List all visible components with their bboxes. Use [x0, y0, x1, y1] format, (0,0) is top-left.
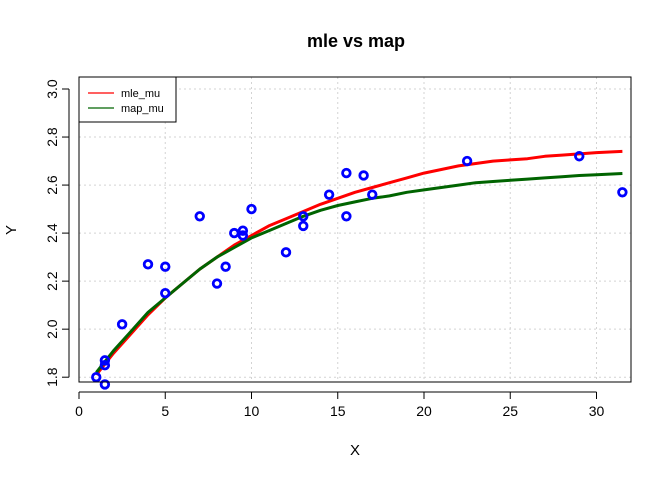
data-point: [237, 230, 249, 241]
legend-label: mle_mu: [121, 88, 160, 100]
data-point: [341, 167, 352, 179]
legend-label: map_mu: [121, 103, 164, 115]
data-point: [367, 189, 378, 200]
data-point: [142, 259, 154, 270]
x-tick-label: 15: [330, 403, 346, 419]
x-tick-label: 0: [75, 403, 83, 419]
data-point: [246, 203, 257, 215]
legend: mle_mu map_mu: [78, 76, 177, 123]
y-axis-label: Y: [3, 225, 20, 235]
data-point: [99, 355, 111, 366]
data-point: [99, 379, 111, 390]
y-tick-label: 3.0: [44, 79, 60, 99]
x-axis: 0 5 10 15 20 25 30: [75, 391, 605, 419]
data-point: [298, 211, 309, 222]
x-tick-label: 5: [161, 403, 169, 419]
y-tick-label: 1.8: [44, 367, 60, 387]
series-line-map-mu: [95, 172, 623, 374]
data-point: [323, 189, 335, 200]
data-point: [160, 287, 171, 299]
data-point: [116, 319, 128, 330]
data-point: [298, 220, 309, 232]
y-tick-label: 2.0: [44, 319, 60, 339]
data-point: [194, 211, 205, 222]
data-point: [341, 211, 352, 222]
data-point: [99, 359, 111, 371]
grid: [78, 77, 631, 382]
x-axis-label: X: [350, 442, 360, 459]
data-point: [160, 261, 171, 272]
x-tick-label: 25: [502, 403, 518, 419]
data-point: [211, 278, 223, 289]
y-tick-label: 2.2: [44, 271, 60, 291]
data-points: [91, 151, 628, 390]
data-point: [358, 170, 369, 181]
legend-box: [78, 76, 177, 123]
series-lines: [95, 149, 623, 376]
x-tick-label: 30: [589, 403, 605, 419]
data-point: [237, 225, 249, 236]
data-point: [229, 227, 240, 239]
data-point: [91, 371, 102, 383]
data-point: [574, 151, 585, 162]
y-tick-label: 2.4: [44, 223, 60, 243]
data-point: [220, 261, 231, 272]
y-axis: 1.8 2.0 2.2 2.4 2.6 2.8 3.0: [44, 79, 70, 387]
data-point: [280, 247, 292, 258]
x-tick-label: 20: [416, 403, 432, 419]
plot-frame: [78, 76, 632, 383]
chart-title: mle vs map: [307, 31, 405, 51]
y-tick-label: 2.6: [44, 175, 60, 195]
data-point: [461, 155, 473, 167]
y-tick-label: 2.8: [44, 127, 60, 147]
x-tick-label: 10: [244, 403, 260, 419]
data-point: [617, 187, 628, 198]
